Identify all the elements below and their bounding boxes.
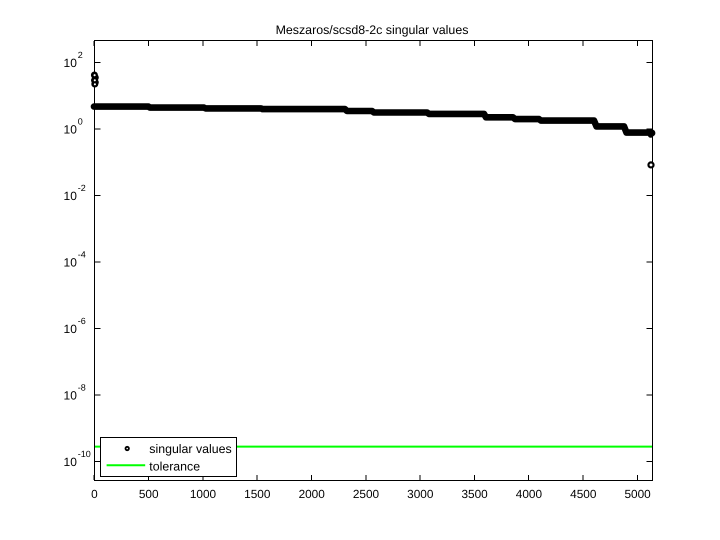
- svg-text:5000: 5000: [624, 487, 651, 501]
- svg-text:10: 10: [64, 256, 78, 270]
- svg-text:2500: 2500: [353, 487, 380, 501]
- svg-text:10: 10: [64, 455, 78, 469]
- svg-text:-10: -10: [78, 449, 91, 459]
- svg-text:-6: -6: [78, 316, 86, 326]
- svg-text:3500: 3500: [461, 487, 488, 501]
- svg-text:-2: -2: [78, 183, 86, 193]
- svg-text:Meszaros/scsd8-2c singular val: Meszaros/scsd8-2c singular values: [276, 23, 469, 37]
- svg-text:1500: 1500: [244, 487, 271, 501]
- svg-text:10: 10: [64, 322, 78, 336]
- svg-text:0: 0: [78, 117, 83, 127]
- svg-text:10: 10: [64, 56, 78, 70]
- svg-text:-4: -4: [78, 250, 86, 260]
- svg-text:-8: -8: [78, 383, 86, 393]
- svg-text:0: 0: [91, 487, 98, 501]
- svg-text:3000: 3000: [407, 487, 434, 501]
- svg-text:tolerance: tolerance: [149, 460, 200, 474]
- svg-text:500: 500: [139, 487, 159, 501]
- svg-text:10: 10: [64, 389, 78, 403]
- svg-text:4000: 4000: [516, 487, 543, 501]
- svg-text:2: 2: [78, 50, 83, 60]
- svg-text:10: 10: [64, 189, 78, 203]
- svg-text:singular values: singular values: [149, 442, 231, 456]
- svg-text:2000: 2000: [299, 487, 326, 501]
- svg-text:1000: 1000: [190, 487, 217, 501]
- svg-text:10: 10: [64, 123, 78, 137]
- svg-text:4500: 4500: [570, 487, 597, 501]
